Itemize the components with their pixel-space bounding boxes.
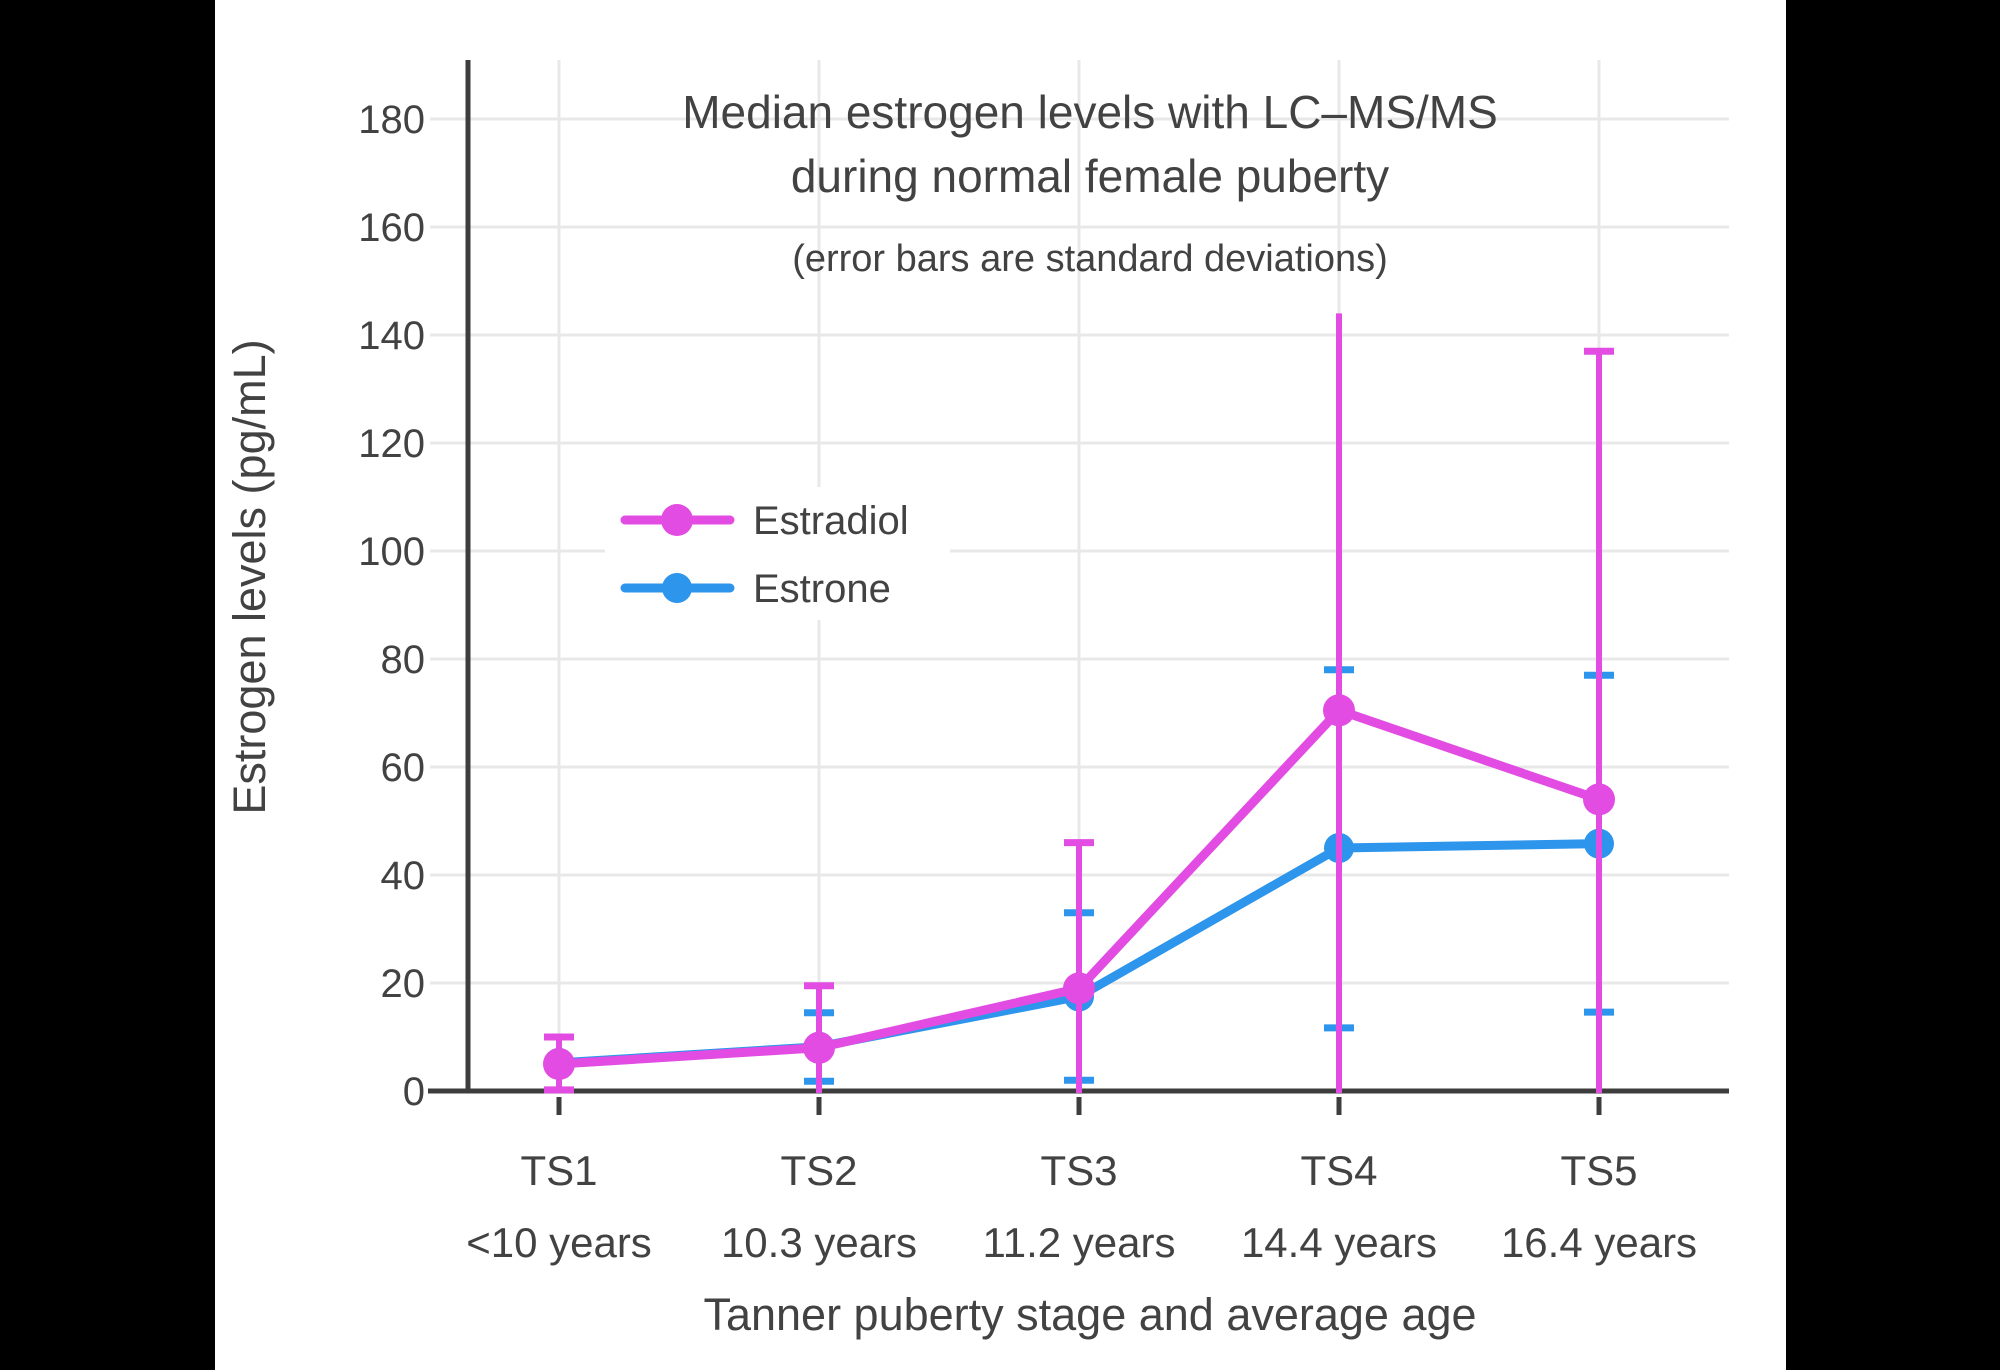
legend: Estradiol Estrone [605, 487, 950, 620]
svg-text:16.4 years: 16.4 years [1501, 1219, 1697, 1266]
svg-text:0: 0 [403, 1070, 425, 1114]
svg-text:100: 100 [358, 530, 425, 574]
svg-text:TS3: TS3 [1040, 1147, 1117, 1194]
svg-text:TS1: TS1 [520, 1147, 597, 1194]
legend-entry-estradiol: Estradiol [620, 499, 909, 543]
svg-text:14.4 years: 14.4 years [1241, 1219, 1437, 1266]
legend-swatch-marker [662, 573, 692, 603]
legend-swatch-marker [661, 504, 693, 536]
x-tick-labels: TS1 TS2 TS3 TS4 TS5 <10 years 10.3 years 11.2 y… [466, 1147, 1697, 1266]
plot-svg: 0 20 40 60 80 100 120 140 160 180 TS1 TS2 TS3 TS4 TS5 <… [358, 60, 1729, 1266]
y-axis-title: Estrogen levels (pg/mL) [224, 339, 275, 815]
svg-text:TS5: TS5 [1560, 1147, 1637, 1194]
svg-text:20: 20 [381, 962, 426, 1006]
legend-label: Estrone [753, 567, 891, 611]
legend-entry-estrone: Estrone [620, 567, 891, 611]
svg-text:TS4: TS4 [1300, 1147, 1377, 1194]
svg-text:11.2 years: 11.2 years [983, 1219, 1176, 1266]
svg-text:80: 80 [381, 638, 426, 682]
chart-title-line1: Median estrogen levels with LC–MS/MS [682, 86, 1498, 138]
legend-label: Estradiol [753, 499, 909, 543]
series-estradiol [543, 313, 1615, 1094]
svg-text:120: 120 [358, 422, 425, 466]
svg-text:180: 180 [358, 98, 425, 142]
svg-text:60: 60 [381, 746, 426, 790]
svg-text:140: 140 [358, 314, 425, 358]
y-tick-labels: 0 20 40 60 80 100 120 140 160 180 [358, 98, 425, 1114]
markers-estradiol [543, 694, 1615, 1080]
chart-figure: 0 20 40 60 80 100 120 140 160 180 TS1 TS2 TS3 TS4 TS5 <… [215, 0, 1786, 1370]
chart-subtitle: (error bars are standard deviations) [792, 238, 1388, 280]
svg-text:<10 years: <10 years [466, 1219, 652, 1266]
svg-text:160: 160 [358, 206, 425, 250]
svg-text:40: 40 [381, 854, 426, 898]
chart-title-line2: during normal female puberty [790, 150, 1390, 202]
x-axis-title: Tanner puberty stage and average age [703, 1289, 1477, 1340]
svg-text:10.3 years: 10.3 years [721, 1219, 917, 1266]
svg-text:TS2: TS2 [780, 1147, 857, 1194]
